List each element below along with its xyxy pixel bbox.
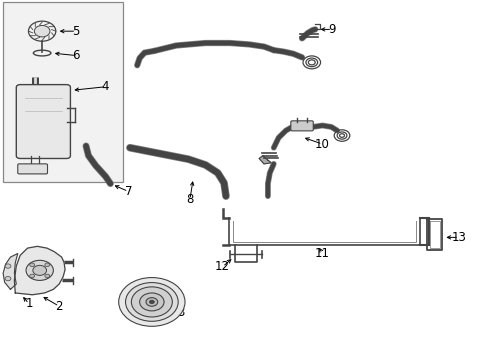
Text: 4: 4	[102, 80, 109, 93]
FancyBboxPatch shape	[290, 121, 313, 131]
Circle shape	[30, 274, 35, 278]
Circle shape	[30, 263, 35, 267]
FancyBboxPatch shape	[18, 164, 47, 174]
Text: 3: 3	[177, 306, 184, 319]
Circle shape	[5, 276, 11, 281]
Circle shape	[119, 278, 184, 326]
Circle shape	[45, 274, 50, 278]
FancyBboxPatch shape	[16, 85, 70, 158]
Circle shape	[131, 287, 172, 317]
FancyBboxPatch shape	[3, 3, 122, 182]
Circle shape	[140, 293, 163, 311]
Text: 6: 6	[72, 49, 80, 62]
Circle shape	[125, 283, 178, 321]
Text: 1: 1	[25, 297, 33, 310]
Polygon shape	[14, 246, 65, 295]
Text: 5: 5	[72, 25, 80, 38]
Text: 8: 8	[186, 193, 193, 206]
Circle shape	[34, 26, 50, 37]
Circle shape	[5, 264, 11, 268]
Text: 7: 7	[124, 185, 132, 198]
Circle shape	[45, 263, 50, 267]
Circle shape	[26, 260, 53, 280]
Text: 11: 11	[314, 247, 329, 260]
Circle shape	[146, 298, 158, 306]
Text: 9: 9	[328, 23, 335, 36]
Polygon shape	[259, 156, 271, 164]
Polygon shape	[3, 253, 18, 289]
Circle shape	[149, 300, 154, 304]
Text: 2: 2	[55, 300, 63, 313]
Text: 10: 10	[314, 138, 329, 150]
Circle shape	[33, 265, 46, 275]
Text: 12: 12	[215, 260, 229, 273]
Text: 13: 13	[451, 231, 466, 244]
